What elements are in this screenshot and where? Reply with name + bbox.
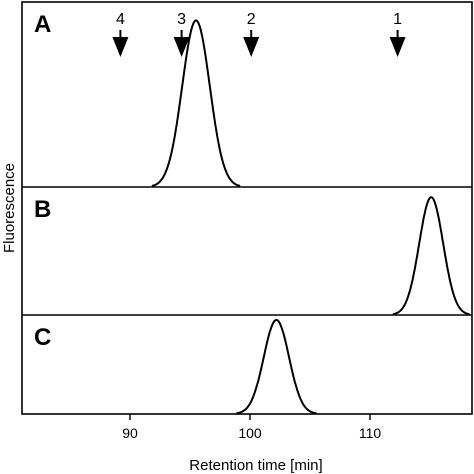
x-tick-label: 90	[122, 425, 138, 441]
plot-frame	[21, 1, 473, 415]
x-tick-label: 100	[238, 425, 262, 441]
marker-arrow-icon	[112, 37, 129, 57]
marker-label: 2	[247, 11, 256, 28]
panel-label-b: B	[34, 196, 51, 223]
panel-label-a: A	[34, 11, 51, 38]
x-axis-label: Retention time [min]	[189, 457, 322, 474]
marker-arrow-icon	[243, 37, 260, 57]
marker-arrow-icon	[389, 37, 406, 57]
peak-curve-a	[151, 19, 241, 187]
x-axis-ticks: 90 100 110	[122, 414, 381, 441]
marker-label: 4	[116, 11, 125, 28]
y-axis-label: Fluorescence	[1, 163, 18, 253]
peak-curve-b	[392, 196, 470, 316]
peak-curve-c	[236, 318, 317, 415]
marker-group: 4 3 2 1	[112, 11, 406, 57]
x-tick-label: 110	[359, 425, 382, 441]
marker-label: 3	[177, 11, 186, 28]
panel-label-c: C	[34, 324, 51, 351]
marker-label: 1	[393, 11, 402, 28]
marker-arrow-icon	[173, 37, 190, 57]
panel-group: A B C	[34, 11, 470, 415]
